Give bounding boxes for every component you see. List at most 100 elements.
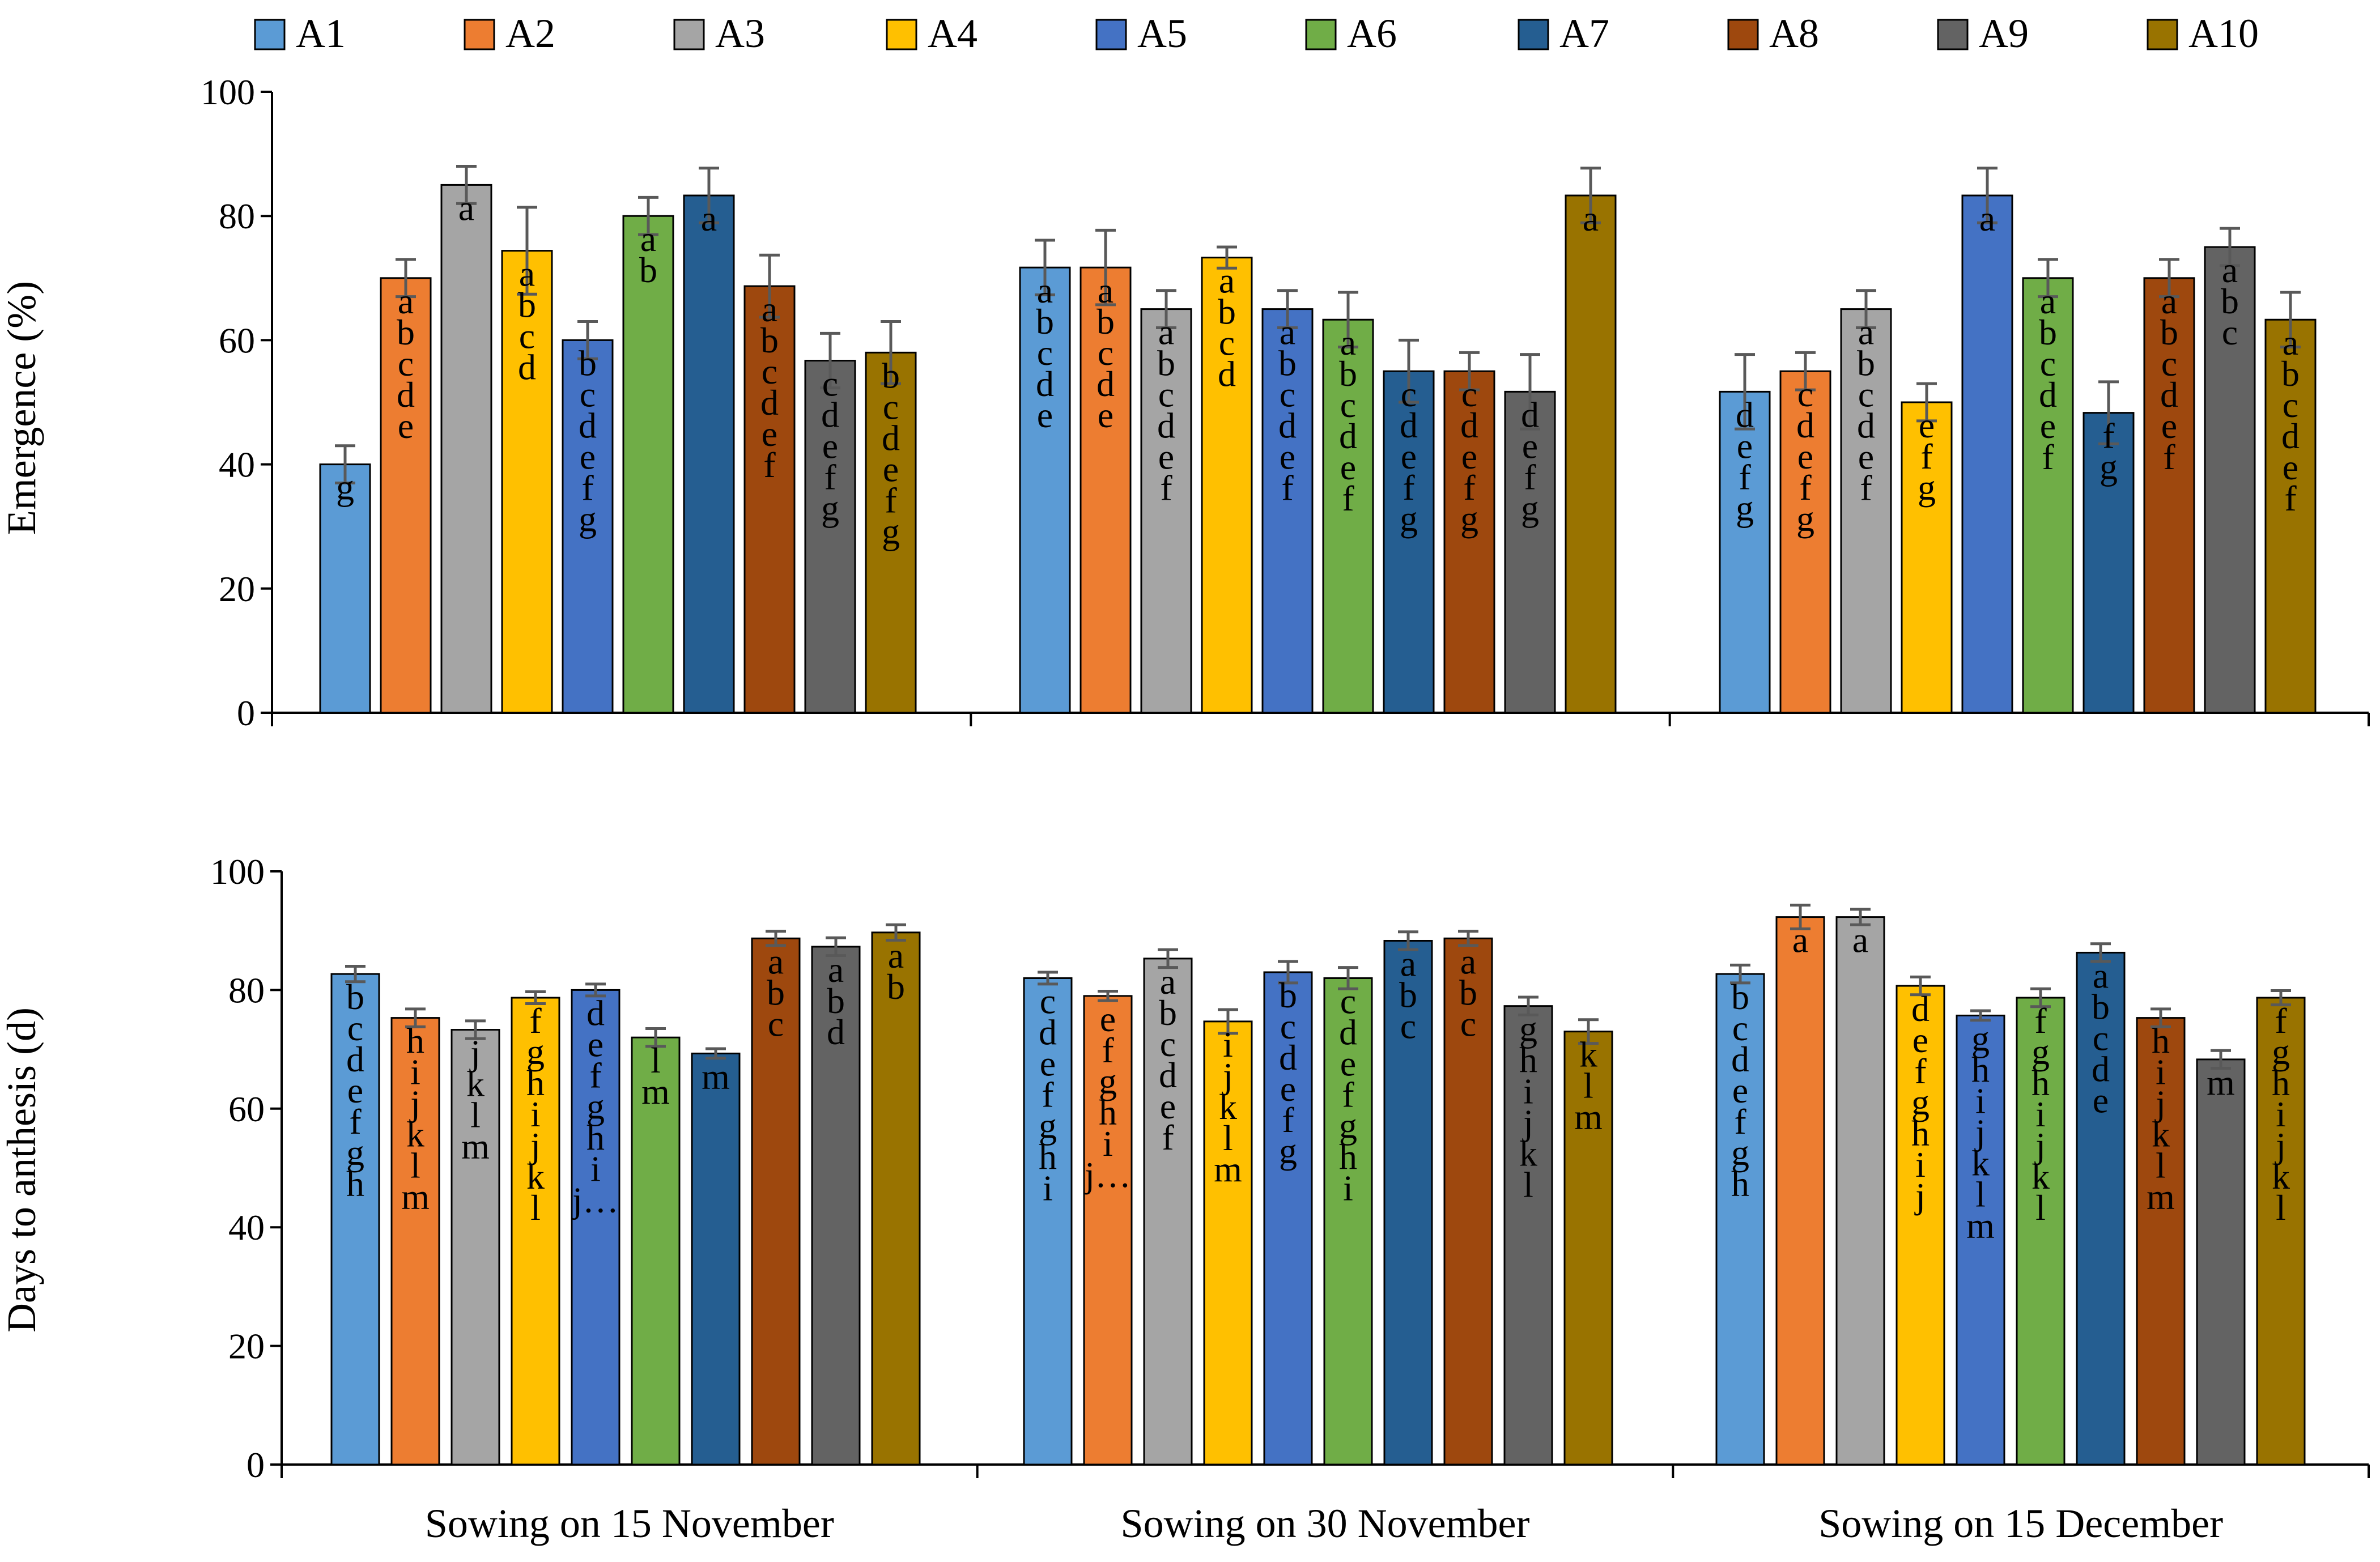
legend-swatch-a4 xyxy=(886,19,917,50)
emergence-bar-a8-group-1 xyxy=(743,285,796,714)
anthesis-bar-a1-group-3 xyxy=(1715,973,1765,1466)
anthesis-y-tick-label-100: 100 xyxy=(210,852,265,892)
legend-label-a9: A9 xyxy=(1979,11,2029,56)
anthesis-bar-a3-group-3-significance-letters: a xyxy=(1852,920,1868,960)
legend-swatch-a3 xyxy=(673,19,705,50)
anthesis-bar-a5-group-2 xyxy=(1263,971,1313,1466)
legend-label-a8: A8 xyxy=(1769,11,1819,56)
emergence-bar-a6-group-1 xyxy=(622,215,674,714)
emergence-bar-a3-group-1 xyxy=(440,184,492,714)
emergence-bar-a1-group-2 xyxy=(1019,266,1071,714)
anthesis-bar-a10-group-3 xyxy=(2256,997,2306,1466)
emergence-bar-a9-group-3 xyxy=(2204,246,2256,714)
emergence-bar-a10-group-2-significance-letters: a xyxy=(1583,198,1599,239)
anthesis-bar-a2-group-2 xyxy=(1083,995,1133,1466)
anthesis-bar-a6-group-2 xyxy=(1323,977,1373,1466)
anthesis-bar-a4-group-2 xyxy=(1203,1020,1253,1466)
legend-swatch-a6 xyxy=(1305,19,1337,50)
emergence-bar-a3-group-3 xyxy=(1840,308,1892,714)
emergence-bar-a6-group-2 xyxy=(1322,318,1374,714)
legend-label-a7: A7 xyxy=(1559,11,1609,56)
anthesis-bar-a5-group-1 xyxy=(571,989,620,1466)
emergence-bar-a9-group-1 xyxy=(804,360,856,714)
emergence-bar-a7-group-1 xyxy=(683,194,735,714)
legend-label-a6: A6 xyxy=(1347,11,1397,56)
emergence-bar-a3-group-1-significance-letters: a xyxy=(458,188,474,228)
emergence-bar-a8-group-2 xyxy=(1443,370,1495,714)
legend-label-a2: A2 xyxy=(505,11,555,56)
anthesis-bar-a2-group-3 xyxy=(1775,916,1825,1466)
anthesis-y-tick-label-40: 40 xyxy=(228,1207,265,1248)
emergence-bar-a1-group-1-significance-letters: g xyxy=(336,467,354,508)
legend-swatch-a1 xyxy=(254,19,286,50)
emergence-bar-a10-group-1 xyxy=(865,351,917,714)
anthesis-bar-a1-group-2 xyxy=(1023,977,1073,1466)
anthesis-bar-a4-group-3 xyxy=(1896,985,1945,1466)
anthesis-y-tick-label-60: 60 xyxy=(228,1089,265,1129)
emergence-bar-a7-group-1-significance-letters: a xyxy=(701,198,717,239)
anthesis-bar-a8-group-2 xyxy=(1443,937,1493,1466)
emergence-bar-a7-group-3 xyxy=(2082,412,2135,714)
legend-label-a10: A10 xyxy=(2188,11,2259,56)
legend-label-a3: A3 xyxy=(715,11,765,56)
anthesis-bar-a3-group-3 xyxy=(1835,916,1885,1466)
anthesis-bar-a4-group-1 xyxy=(511,997,560,1466)
legend-swatch-a5 xyxy=(1095,19,1127,50)
legend-swatch-a8 xyxy=(1727,19,1759,50)
emergence-plot-area: 0 20 40 60 80 100 g a b c d e a a b c d b c d e f g a b a a b c d e f c d… xyxy=(201,72,2370,733)
emergence-bar-a9-group-2 xyxy=(1504,390,1556,714)
emergence-bar-a10-group-3 xyxy=(2264,318,2317,714)
anthesis-bar-a5-group-3 xyxy=(1956,1014,2005,1466)
legend: A1 A2 A3 A4 A5 A6 A7 A8 A9 A10 xyxy=(254,11,2259,56)
emergence-bar-a1-group-3 xyxy=(1719,390,1771,714)
anthesis-bar-a10-group-1 xyxy=(871,931,921,1466)
emergence-y-tick-label-80: 80 xyxy=(219,196,255,236)
anthesis-bar-a7-group-3 xyxy=(2076,951,2126,1466)
legend-swatch-a7 xyxy=(1518,19,1549,50)
legend-label-a5: A5 xyxy=(1137,11,1187,56)
anthesis-bar-a3-group-1 xyxy=(450,1029,500,1466)
emergence-bar-a2-group-3 xyxy=(1779,370,1831,714)
anthesis-bar-a6-group-1 xyxy=(631,1036,681,1466)
emergence-bar-a10-group-2 xyxy=(1565,194,1617,714)
emergence-y-tick-label-60: 60 xyxy=(219,320,255,360)
legend-swatch-a2 xyxy=(464,19,495,50)
anthesis-bar-a6-group-3 xyxy=(2016,997,2066,1466)
anthesis-category-label-1: Sowing on 15 November xyxy=(425,1501,834,1546)
anthesis-y-tick-label-0: 0 xyxy=(246,1445,265,1485)
legend-label-a1: A1 xyxy=(296,11,346,56)
